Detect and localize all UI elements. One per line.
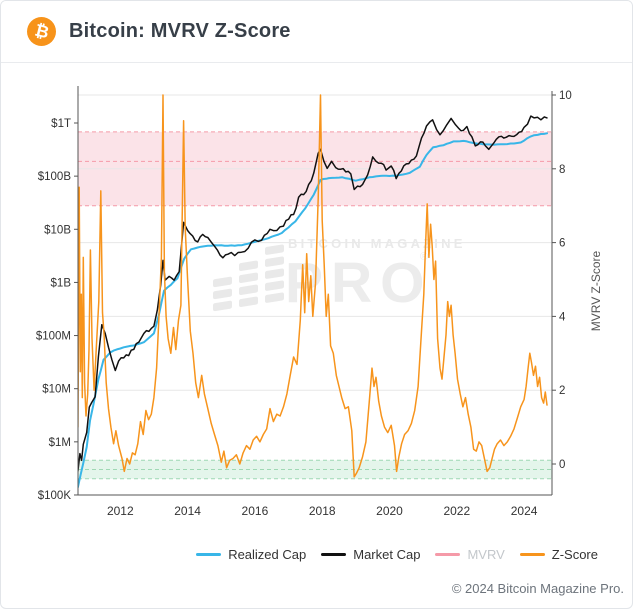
svg-text:2014: 2014 — [174, 504, 201, 518]
gridlines — [78, 94, 552, 391]
svg-text:0: 0 — [559, 459, 565, 471]
realized-cap-line — [78, 132, 548, 489]
svg-text:®: ® — [420, 251, 428, 263]
svg-text:$1B: $1B — [51, 277, 72, 289]
svg-text:$100M: $100M — [36, 331, 71, 343]
svg-text:2020: 2020 — [376, 504, 403, 518]
watermark-bars-icon — [213, 244, 284, 312]
svg-text:2024: 2024 — [511, 504, 538, 518]
svg-text:$1M: $1M — [49, 437, 71, 449]
legend-item-z-score[interactable]: Z-Score — [519, 547, 598, 562]
y-axis-right-labels: 10 8 6 4 2 0 — [552, 90, 572, 471]
z-score-label: Z-Score — [551, 547, 598, 562]
market-cap-line — [78, 115, 548, 472]
svg-text:8: 8 — [559, 164, 565, 176]
svg-text:2012: 2012 — [107, 504, 134, 518]
svg-text:$100K: $100K — [38, 490, 72, 502]
undervalued-zone — [78, 460, 552, 479]
svg-text:BITCOIN MAGAZINE: BITCOIN MAGAZINE — [288, 236, 466, 251]
legend-item-mvrv[interactable]: MVRV — [435, 547, 505, 562]
svg-text:$10M: $10M — [42, 384, 71, 396]
legend-item-realized-cap[interactable]: Realized Cap — [196, 547, 306, 562]
svg-text:$100B: $100B — [38, 171, 72, 183]
realized-cap-swatch — [196, 553, 222, 556]
z-score-swatch — [519, 553, 545, 556]
svg-text:10: 10 — [559, 90, 572, 102]
page-title: Bitcoin: MVRV Z-Score — [69, 20, 291, 42]
chart-header: ₿ Bitcoin: MVRV Z-Score — [1, 1, 632, 63]
y-axis-right-title: MVRV Z-Score — [589, 250, 603, 331]
svg-text:2022: 2022 — [443, 504, 470, 518]
z-score-line — [78, 94, 548, 478]
legend: Realized Cap Market Cap MVRV Z-Score — [1, 547, 598, 562]
copyright-text: © 2024 Bitcoin Magazine Pro. — [451, 581, 624, 596]
legend-item-market-cap[interactable]: Market Cap — [321, 547, 420, 562]
svg-text:$1T: $1T — [51, 118, 71, 130]
mvrv-label: MVRV — [467, 547, 505, 562]
svg-text:6: 6 — [559, 238, 565, 250]
y-axis-left-labels: $1T $100B $10B $1B $100M $10M $1M $100K — [36, 118, 78, 502]
mvrv-swatch — [435, 553, 461, 556]
realized-cap-label: Realized Cap — [228, 547, 307, 562]
svg-text:2016: 2016 — [242, 504, 269, 518]
svg-text:2: 2 — [559, 385, 565, 397]
band-threshold-lines — [78, 131, 552, 480]
axes — [77, 86, 553, 496]
bitcoin-icon: ₿ — [27, 17, 56, 46]
svg-text:4: 4 — [559, 311, 566, 323]
market-cap-swatch — [321, 553, 347, 556]
svg-text:$10B: $10B — [44, 224, 71, 236]
market-cap-label: Market Cap — [353, 547, 421, 562]
x-axis-labels: 2012 2014 2016 2018 2020 2022 2024 — [107, 504, 538, 518]
series-lines — [78, 94, 548, 489]
svg-text:2018: 2018 — [309, 504, 336, 518]
